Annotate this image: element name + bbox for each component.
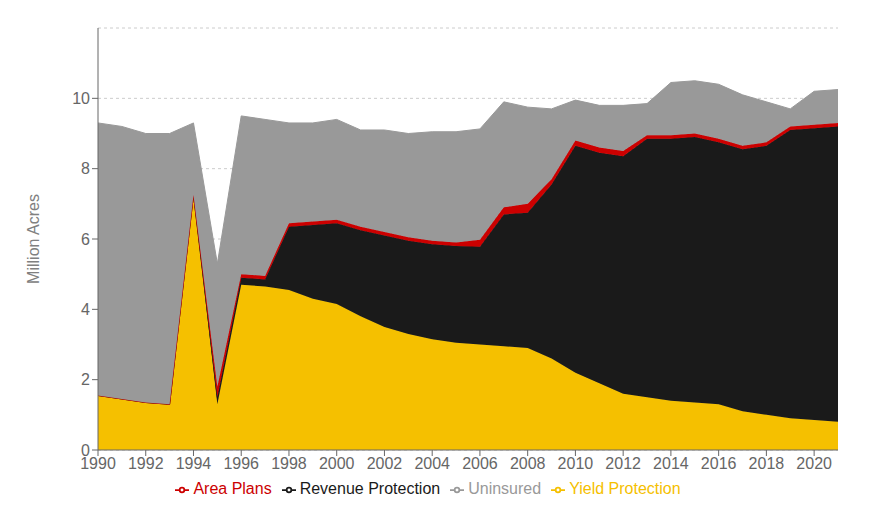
svg-text:2014: 2014 <box>653 455 689 472</box>
svg-text:2: 2 <box>81 371 90 388</box>
svg-text:2016: 2016 <box>701 455 737 472</box>
svg-text:1996: 1996 <box>223 455 259 472</box>
svg-text:2000: 2000 <box>319 455 355 472</box>
svg-text:2020: 2020 <box>796 455 832 472</box>
svg-text:4: 4 <box>81 301 90 318</box>
svg-text:1992: 1992 <box>128 455 164 472</box>
svg-text:1998: 1998 <box>271 455 307 472</box>
svg-text:1990: 1990 <box>80 455 116 473</box>
svg-text:6: 6 <box>81 231 90 248</box>
html-text:Revenue Protection: Revenue Protection <box>299 480 441 497</box>
svg-text:10: 10 <box>72 90 90 107</box>
svg-text:2018: 2018 <box>749 455 785 472</box>
svg-text:8: 8 <box>81 160 90 177</box>
svg-text:2002: 2002 <box>367 455 403 472</box>
svg-text:2006: 2006 <box>462 455 498 472</box>
svg-text:2004: 2004 <box>414 455 450 472</box>
html-text:Yield Protection: Yield Protection <box>569 480 681 497</box>
svg-text:0: 0 <box>81 442 90 459</box>
svg-text:Million Acres: Million Acres <box>25 194 42 284</box>
svg-text:2010: 2010 <box>558 455 594 472</box>
html-text:Uninsured: Uninsured <box>468 480 542 497</box>
svg-text:1994: 1994 <box>176 455 212 472</box>
svg-text:2012: 2012 <box>605 455 641 472</box>
html-text:Area Plans: Area Plans <box>193 480 272 497</box>
svg-text:2008: 2008 <box>510 455 546 472</box>
